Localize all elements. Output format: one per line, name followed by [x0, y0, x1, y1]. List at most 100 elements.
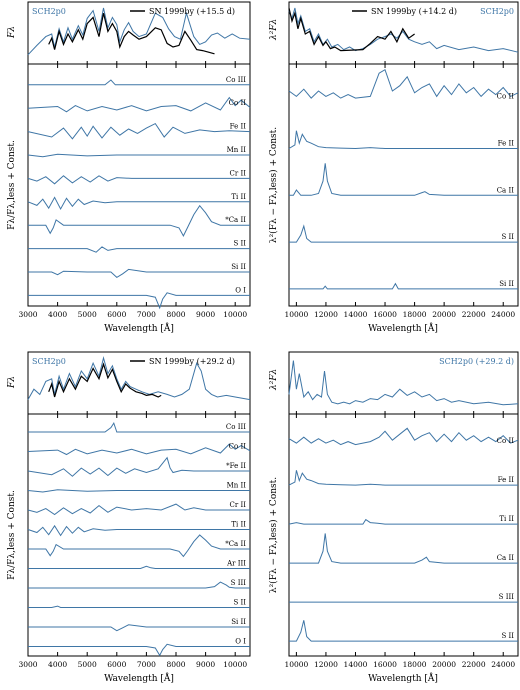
p3-component-label: *Fe II — [226, 462, 246, 470]
p3-component-label: Mn II — [227, 482, 247, 490]
p1-obs-label: SN 1999by (+15.5 d) — [149, 7, 235, 16]
p3-obs-label: SN 1999by (+29.2 d) — [149, 357, 235, 366]
p1-component-label: *Ca II — [225, 216, 246, 224]
p3-model-line — [27, 356, 251, 401]
p3-component-line — [28, 605, 250, 608]
p1-obs-line — [48, 13, 215, 55]
p1-xtick-label: 8000 — [166, 310, 185, 319]
p1-component-label: Co II — [229, 99, 247, 107]
p4-xticks: 10000 12000 14000 16000 18000 20000 22000 24000 — [284, 411, 515, 669]
p1-top-ylabel: Fλ — [7, 26, 17, 39]
p1-xtick-label: 6000 — [107, 310, 126, 319]
p1-bottom-ylabel: Fλ/Fλ,less + Const. — [7, 140, 17, 230]
p2-xtick-label: 14000 — [344, 310, 368, 319]
p3-xtick-label: 7000 — [137, 660, 156, 669]
p1-xtick-label: 3000 — [18, 310, 37, 319]
p1-model-label: SCH2p0 — [32, 7, 66, 16]
p2-top-plot — [288, 7, 519, 53]
panel-ir-day29: SCH2p0 (+29.2 d) λ²Fλ Co II Fe II Ti II Ca … — [268, 351, 519, 684]
p4-bottom-ylabel: λ²(Fλ − Fλ,less) + Const. — [268, 477, 279, 593]
p3-xtick-label: 5000 — [78, 660, 97, 669]
p3-bottom-frame — [27, 413, 251, 657]
p2-bottom-axes: Co II Fe II Ca II S II Si II 10000 12000 14000… — [268, 61, 519, 334]
p2-xtick-label: 10000 — [284, 310, 308, 319]
p1-component-label: Cr II — [230, 169, 247, 177]
p3-component-label: Cr II — [230, 501, 247, 509]
p4-component-line — [289, 533, 518, 564]
p4-bottom-plot — [288, 427, 519, 642]
p1-component-line — [28, 292, 250, 310]
p3-xlabel: Wavelength [Å] — [104, 672, 174, 684]
p1-xtick-label: 9000 — [196, 310, 215, 319]
p2-top-ylabel: λ²Fλ — [269, 19, 279, 41]
p4-component-label: S III — [499, 593, 515, 601]
p4-component-line — [289, 620, 518, 642]
p3-component-line — [27, 524, 250, 537]
p4-xtick-label: 10000 — [284, 660, 308, 669]
p1-xtick-label: 5000 — [78, 310, 97, 319]
p4-top-plot — [288, 360, 519, 406]
p3-component-line — [27, 456, 250, 477]
p4-xtick-label: 12000 — [314, 660, 338, 669]
p2-model-label: SCH2p0 — [480, 7, 514, 16]
p2-component-label: Si II — [499, 280, 514, 288]
p1-component-label: Si II — [231, 263, 246, 271]
p2-xticks: 10000 12000 14000 16000 18000 20000 22000 24000 — [284, 61, 515, 319]
p2-bottom-ylabel: λ²(Fλ − Fλ,less) + Const. — [268, 127, 279, 243]
p2-component-label: Co II — [497, 93, 515, 101]
p1-component-label: S II — [233, 240, 246, 248]
p4-bottom-axes: Co II Fe II Ti II Ca II S III S II 10000 12000… — [268, 411, 519, 684]
p3-component-label: Ti II — [231, 521, 246, 529]
p3-component-label: O I — [235, 638, 246, 646]
p4-xtick-label: 22000 — [462, 660, 486, 669]
p4-component-labels: Co II Fe II Ti II Ca II S III S II — [497, 437, 515, 640]
p1-component-line — [28, 268, 250, 279]
p3-component-label: S III — [231, 579, 247, 587]
p4-component-line — [288, 427, 519, 446]
p1-component-line — [28, 204, 250, 237]
p2-component-labels: Co II Fe II Ca II S II Si II — [497, 93, 515, 288]
p2-xtick-label: 24000 — [491, 310, 515, 319]
p1-component-label: Mn II — [227, 146, 247, 154]
p3-component-label: Co II — [229, 443, 247, 451]
p4-xtick-label: 24000 — [491, 660, 515, 669]
p3-component-label: Co III — [226, 423, 246, 431]
p4-top-axes: SCH2p0 (+29.2 d) λ²Fλ — [269, 351, 519, 415]
p4-component-label: Ti II — [499, 515, 514, 523]
p2-xlabel: Wavelength [Å] — [368, 322, 438, 334]
p1-component-line — [28, 79, 250, 86]
p3-component-line — [27, 443, 251, 456]
p1-bottom-axes: Co III Co II Fe II Mn II Cr II Ti II *Ca II S I… — [7, 61, 251, 334]
p4-xtick-label: 20000 — [432, 660, 456, 669]
p1-xtick-label: 4000 — [48, 310, 67, 319]
p3-xtick-label: 8000 — [166, 660, 185, 669]
p3-component-line — [28, 581, 250, 589]
p3-xticks: 3000 4000 5000 6000 7000 8000 9000 10000 — [18, 411, 247, 669]
p2-obs-line — [288, 7, 415, 52]
p3-component-label: *Ca II — [225, 540, 246, 548]
p1-component-line — [27, 196, 250, 211]
p2-component-label: Ca II — [497, 186, 515, 194]
p4-component-label: Ca II — [497, 554, 515, 562]
p3-component-line — [28, 534, 250, 558]
p1-xtick-label: 7000 — [137, 310, 156, 319]
p4-xtick-label: 18000 — [403, 660, 427, 669]
p3-bottom-ylabel: Fλ/Fλ,less + Const. — [7, 490, 17, 580]
p4-xlabel: Wavelength [Å] — [368, 672, 438, 684]
p1-xtick-label: 10000 — [223, 310, 247, 319]
p4-model-line — [288, 360, 519, 406]
p3-component-label: Si II — [231, 618, 246, 626]
p2-obs-label: SN 1999by (+14.2 d) — [371, 7, 457, 16]
p4-component-label: S II — [501, 632, 514, 640]
p1-component-line — [27, 153, 250, 158]
p1-top-plot — [27, 7, 251, 56]
p1-component-label: O I — [235, 286, 246, 294]
p4-bottom-frame — [288, 413, 519, 657]
p3-model-label: SCH2p0 — [32, 357, 66, 366]
p2-xtick-label: 12000 — [314, 310, 338, 319]
p3-xtick-label: 10000 — [223, 660, 247, 669]
p3-component-labels: Co III Co II *Fe II Mn II Cr II Ti II *Ca II Ar… — [225, 423, 246, 645]
